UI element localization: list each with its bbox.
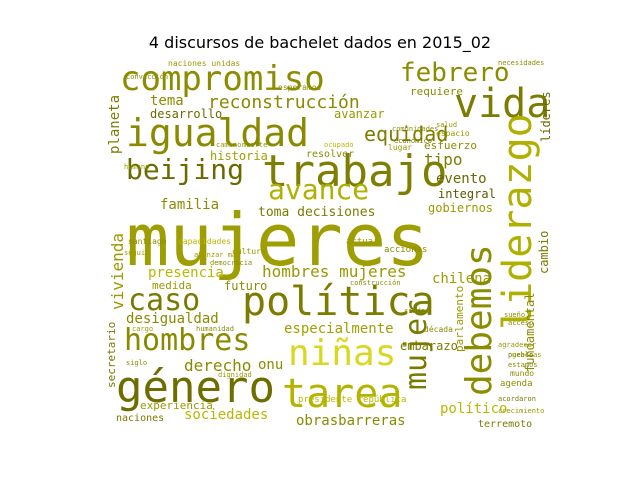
cloud-word: cargo: [132, 325, 154, 333]
cloud-word: crecimiento: [498, 407, 545, 415]
cloud-word: derecho: [184, 356, 252, 375]
cloud-word: tipo: [424, 150, 463, 169]
cloud-word: caso: [128, 283, 201, 318]
cloud-word: humano: [124, 163, 150, 171]
cloud-word: mujeres: [126, 198, 430, 282]
cloud-word: espacio: [436, 129, 470, 138]
cloud-word: hombres: [124, 323, 251, 358]
cloud-word: acciones: [384, 245, 428, 255]
cloud-word: terremoto: [478, 419, 533, 430]
cloud-word: especialmente: [284, 321, 394, 337]
cloud-word: febrero: [400, 58, 510, 88]
cloud-word: integral: [438, 187, 496, 201]
cloud-word: muerte: [242, 141, 268, 149]
cloud-word: avance: [268, 173, 370, 206]
cloud-word: camino: [216, 141, 242, 149]
cloud-word: agradecer: [498, 341, 536, 349]
cloud-word: acceso: [508, 319, 534, 327]
cloud-word: ciudad: [404, 307, 430, 315]
cloud-word: tema: [150, 93, 184, 109]
cloud-word: político: [440, 401, 508, 417]
cloud-word: presencia: [148, 265, 224, 281]
cloud-word: seguir: [124, 249, 150, 257]
cloud-word: género: [116, 362, 275, 413]
word-cloud: mujeres compromiso igualdad febrero vida reco…: [98, 56, 558, 434]
cloud-word: década: [424, 325, 453, 334]
cloud-word: convicción: [126, 73, 169, 81]
cloud-word: comunidades: [392, 125, 439, 133]
cloud-word: familia: [160, 197, 220, 213]
cloud-word: toma decisiones: [258, 205, 376, 220]
cloud-word: estamos: [508, 361, 538, 369]
cloud-word: esperamos: [278, 83, 322, 92]
cloud-word: niñas: [288, 333, 397, 374]
cloud-word: debemos: [459, 244, 500, 396]
cloud-word: gracias: [512, 351, 542, 359]
cloud-word: experiencia: [140, 399, 213, 412]
cloud-word: chilena: [432, 271, 492, 287]
cloud-word: pueblo: [508, 351, 534, 359]
cloud-word: líderes: [539, 91, 553, 142]
cloud-word: secretario: [105, 321, 118, 388]
cloud-word: agenda: [500, 379, 533, 389]
cloud-word: compromiso: [120, 59, 325, 99]
cloud-word: tarea: [282, 371, 403, 417]
cloud-word: avanzar: [334, 107, 385, 121]
cloud-word: capacidades: [178, 237, 231, 246]
cloud-word: reconstrucción: [208, 92, 360, 113]
cloud-word: dignidad: [218, 371, 252, 379]
cloud-word: planeta: [107, 94, 123, 154]
cloud-word: resolver: [306, 149, 355, 160]
cloud-word: medida: [152, 279, 192, 292]
cloud-word: sueño: [504, 311, 526, 319]
cloud-word: evento: [436, 171, 487, 187]
cloud-word: historia: [210, 149, 268, 163]
cloud-word: lugar: [388, 143, 413, 152]
cloud-word: naciones: [116, 413, 165, 424]
cloud-word: desarrollo: [150, 107, 223, 121]
cloud-word: esfuerzo: [424, 139, 477, 152]
cloud-word: igualdad: [126, 111, 310, 155]
cloud-word: requiere: [410, 85, 463, 98]
cloud-word: construcción: [350, 279, 401, 287]
cloud-word: necesidades: [498, 59, 545, 67]
cloud-word: acordaron: [498, 395, 536, 403]
cloud-word: avanzar más: [194, 251, 241, 259]
cloud-word: futuro: [224, 279, 268, 293]
cloud-word: hombres mujeres: [262, 262, 407, 281]
cloud-word: política: [242, 279, 435, 325]
cloud-word: vivienda: [108, 232, 127, 310]
cloud-word: ocupado: [324, 141, 354, 149]
cloud-word: naciones unidas: [168, 59, 241, 68]
cloud-word: siglo: [126, 359, 148, 367]
cloud-word: santiago: [128, 237, 167, 246]
cloud-word: onu: [258, 357, 284, 373]
cloud-word: actuar: [346, 237, 379, 247]
cloud-word: salud: [436, 121, 458, 129]
cloud-word: cambio: [537, 230, 551, 274]
cloud-word: beijing: [126, 153, 245, 186]
cloud-word: presidente república: [298, 395, 407, 405]
cloud-word: cultura: [232, 247, 266, 256]
cloud-word: vida: [454, 81, 551, 127]
cloud-word: sociedades: [184, 407, 269, 423]
cloud-word: democracia: [210, 259, 253, 267]
cloud-word: trabajo: [262, 146, 448, 197]
cloud-word: obrasbarreras: [296, 413, 406, 429]
cloud-word: equidad: [364, 122, 449, 146]
cloud-word: mundo: [510, 369, 535, 378]
page-title: 4 discursos de bachelet dados en 2015_02: [148, 33, 492, 52]
cloud-word: embarazo: [400, 339, 458, 353]
cloud-word: económico: [394, 137, 432, 145]
cloud-word: desigualdad: [126, 311, 219, 327]
cloud-word: humanidad: [196, 325, 234, 333]
cloud-word: gobiernos: [428, 201, 494, 215]
